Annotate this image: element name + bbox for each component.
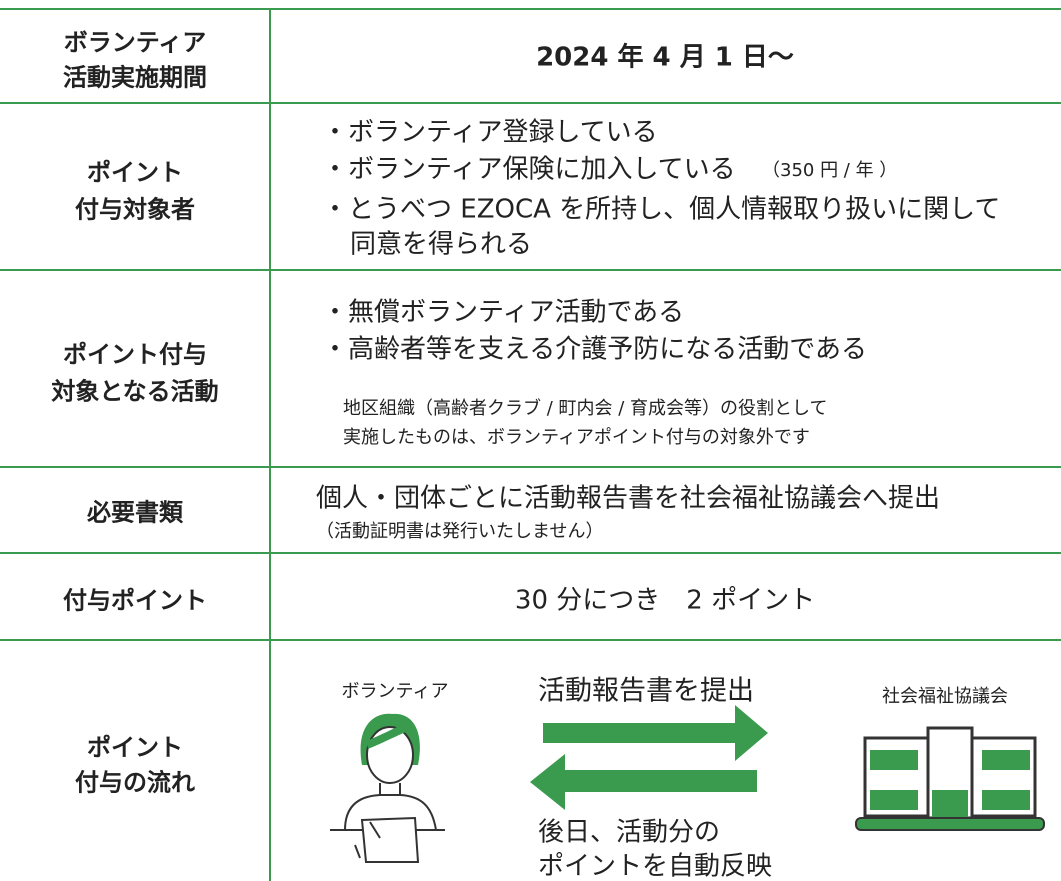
row-line (0, 552, 1061, 554)
label: 付与の流れ (75, 768, 195, 797)
column-line (269, 8, 271, 881)
content: 個人・団体ごとに活動報告書を社会福祉協議会へ提出 (316, 483, 941, 514)
flow-text: ポイントを自動反映 (538, 851, 773, 881)
row-line (0, 269, 1061, 271)
flow-actor: ボランティア (341, 681, 449, 702)
row-line (0, 466, 1061, 468)
flow-text: 後日、活動分の (538, 817, 721, 848)
content: ・ボランティア保険に加入している (322, 154, 736, 185)
content: ・とうべつ EZOCA を所持し、個人情報取り扱いに関して (322, 194, 1001, 225)
label: 付与対象者 (75, 195, 195, 224)
content: ・無償ボランティア活動である (322, 297, 685, 328)
label: ポイント付与 (63, 340, 207, 369)
content: ・ボランティア登録している (322, 117, 658, 148)
arrow-right (543, 705, 768, 761)
row-line (0, 639, 1061, 641)
label: 必要書類 (87, 498, 183, 527)
label: 対象となる活動 (51, 377, 219, 406)
content: 30 分につき 2 ポイント (514, 585, 816, 616)
small-note: （活動証明書は発行いたしません） (316, 521, 604, 542)
label: 活動実施期間 (63, 63, 207, 92)
row-line (0, 102, 1061, 104)
flow-actor: 社会福祉協議会 (882, 686, 1008, 707)
label: 付与ポイント (63, 586, 207, 615)
label: ポイント (87, 733, 183, 762)
note: （350 円 / 年 ） (762, 160, 898, 181)
content: ・高齢者等を支える介護予防になる活動である (322, 334, 867, 365)
small-note: 地区組織（高齢者クラブ / 町内会 / 育成会等）の役割として (343, 398, 828, 419)
label: ボランティア (63, 28, 207, 57)
small-note: 実施したものは、ボランティアポイント付与の対象外です (343, 427, 810, 448)
content: 2024 年 4 月 1 日〜 (536, 42, 794, 73)
arrow-left (530, 754, 757, 810)
row-line (0, 8, 1061, 10)
flow-text: 活動報告書を提出 (538, 675, 754, 707)
building-icon (855, 726, 1045, 831)
person-icon (330, 713, 445, 863)
label: ポイント (87, 158, 183, 187)
content: 同意を得られる (350, 229, 533, 260)
